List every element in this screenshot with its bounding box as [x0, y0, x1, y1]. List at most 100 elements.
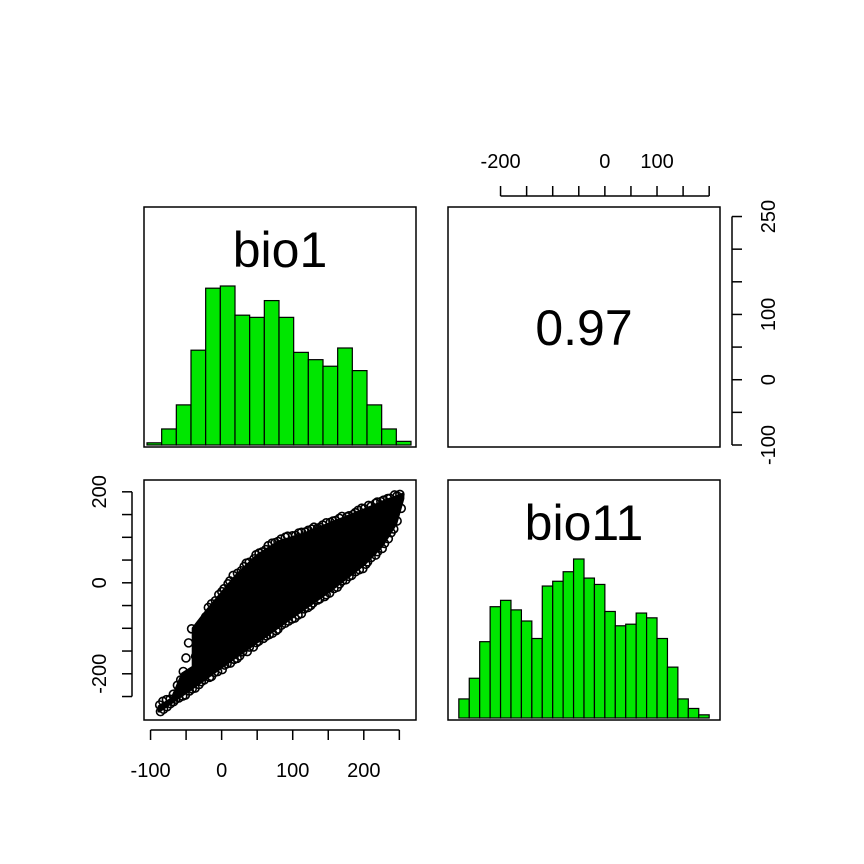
top-axis-tick-label: -200 [481, 151, 521, 173]
bottom-axis-tick-label: 200 [347, 760, 380, 782]
left-axis-tick-label: 200 [89, 475, 111, 508]
bio1-histogram-panel: bio1 [143, 206, 417, 448]
histogram-bar [583, 577, 596, 719]
left-axis-tick-label: -200 [89, 654, 111, 694]
bio11-panel-frame [447, 479, 721, 721]
scatter-point [183, 638, 194, 648]
histogram-bar [161, 428, 177, 446]
scatter-point [190, 651, 201, 662]
correlation-panel: 0.97 [447, 206, 721, 448]
left-axis-tick-label: 0 [89, 577, 111, 588]
bottom-axis-tick-label: 0 [216, 760, 227, 782]
histogram-bar [395, 440, 412, 446]
histogram-bar [293, 351, 309, 446]
scatter-point [197, 626, 207, 636]
histogram-bar [645, 617, 658, 719]
right-axis-tick-label: 100 [758, 298, 780, 331]
right-axis-tick-label: 0 [758, 374, 780, 385]
histogram-bar [322, 365, 339, 446]
histogram-bar [604, 610, 616, 719]
scatter-point [186, 623, 197, 634]
scatter-point [217, 664, 227, 675]
scatter-point [395, 489, 405, 500]
scatter-point [370, 498, 381, 509]
scatter-point [361, 559, 371, 570]
histogram-bar [531, 637, 543, 719]
scatter-point [388, 524, 399, 534]
scatter-point [321, 517, 332, 528]
scatter-point [181, 653, 191, 663]
scatter-point [271, 625, 281, 636]
bottom-axis-tick-label: 100 [276, 760, 309, 782]
histogram-bar [351, 370, 368, 446]
scatter-point [214, 589, 224, 600]
top-axis-tick-label: 100 [640, 151, 673, 173]
histogram-bar [489, 606, 502, 719]
scatter-point [242, 646, 253, 657]
outer-axes: -100 0 100 200 -200 0 200 -200 0 100 -100 0 100 250 [89, 151, 780, 782]
diagonal-variable-label: bio1 [233, 222, 328, 278]
scatter-point [337, 511, 347, 522]
scatter-point [253, 636, 264, 646]
scatter-point [244, 642, 255, 652]
bottom-axis-tick-label: -100 [131, 760, 171, 782]
top-axis-tick-label: 0 [599, 151, 610, 173]
histogram-bar [458, 698, 470, 719]
histogram-bar [366, 404, 383, 446]
histogram-bar [635, 612, 648, 719]
scatter-point [392, 516, 402, 526]
scatter-point [296, 608, 307, 619]
histogram-bar [552, 580, 564, 719]
histogram-bar [234, 314, 251, 446]
scatter-point [212, 666, 223, 677]
histogram-bar [219, 285, 236, 446]
right-axis-tick-label: 250 [758, 200, 780, 233]
scatter-point [237, 647, 248, 657]
histogram-bar [510, 609, 523, 719]
histogram-bar [190, 349, 207, 446]
histogram-bar [562, 571, 575, 719]
scatter-point [306, 600, 316, 611]
diagonal-variable-label: bio11 [525, 495, 644, 551]
histogram-bar [381, 428, 397, 446]
histogram-bar [572, 558, 585, 719]
histogram-bar [249, 316, 265, 446]
scatter-point [377, 543, 387, 554]
histogram-bar [263, 299, 280, 446]
correlation-panel-frame [447, 206, 721, 448]
bio1-panel-frame [143, 206, 417, 448]
histogram-bar [593, 583, 606, 719]
histogram-bar [656, 637, 669, 719]
scatter-point [296, 527, 307, 538]
scatter-point [178, 666, 189, 677]
scatter-point [396, 503, 407, 514]
scatter-point [194, 637, 205, 648]
histogram-bar [479, 641, 491, 719]
histogram-bar [677, 698, 689, 719]
histogram-bar [520, 620, 533, 719]
scatter-point [315, 522, 325, 533]
histogram-bar [666, 666, 679, 719]
histogram-bar [625, 623, 637, 719]
histogram-bar [205, 287, 221, 446]
scatter-point [200, 612, 211, 622]
scatter-point [372, 497, 383, 507]
histogram-bar [175, 404, 192, 446]
histogram-bar [337, 347, 353, 446]
histogram-bar [698, 714, 710, 719]
scatter-point [232, 653, 242, 664]
histogram-bar [468, 677, 481, 719]
histogram-bar [146, 442, 163, 446]
bio11-histogram-panel: bio11 [447, 479, 721, 721]
histogram-bar [278, 316, 295, 446]
histogram-bar [541, 585, 554, 719]
histogram-bar [499, 599, 512, 719]
scatter-point-cloud [157, 492, 405, 713]
scatter-panel-frame [143, 479, 417, 721]
scatter-panel [143, 479, 417, 721]
scatter-point [175, 675, 186, 685]
histogram-bar [687, 707, 700, 719]
histogram-bar [614, 625, 627, 719]
histogram-bar [307, 359, 324, 446]
